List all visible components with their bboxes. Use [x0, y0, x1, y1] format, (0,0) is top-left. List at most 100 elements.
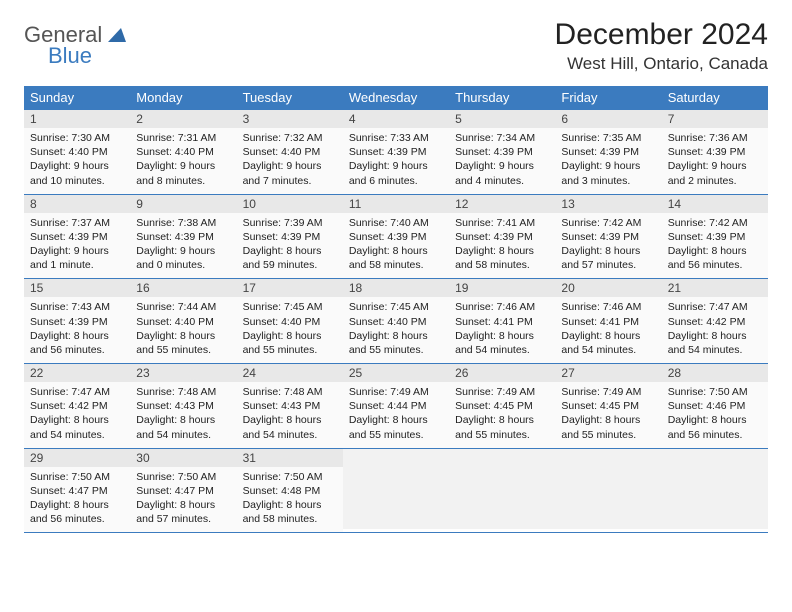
day-number: 13 — [555, 195, 661, 213]
day-sunset: Sunset: 4:45 PM — [455, 399, 549, 413]
calendar-table: SundayMondayTuesdayWednesdayThursdayFrid… — [24, 86, 768, 533]
day-sunset: Sunset: 4:40 PM — [349, 315, 443, 329]
day-cell: 19Sunrise: 7:46 AMSunset: 4:41 PMDayligh… — [449, 279, 555, 364]
daybody-empty — [343, 467, 449, 529]
day-cell: 17Sunrise: 7:45 AMSunset: 4:40 PMDayligh… — [237, 279, 343, 364]
day-sunrise: Sunrise: 7:39 AM — [243, 216, 337, 230]
day-header-row: SundayMondayTuesdayWednesdayThursdayFrid… — [24, 86, 768, 110]
day-daylight: Daylight: 9 hours and 6 minutes. — [349, 159, 443, 187]
day-body: Sunrise: 7:50 AMSunset: 4:47 PMDaylight:… — [130, 467, 236, 533]
day-sunset: Sunset: 4:39 PM — [561, 145, 655, 159]
day-daylight: Daylight: 8 hours and 55 minutes. — [243, 329, 337, 357]
day-sunrise: Sunrise: 7:48 AM — [243, 385, 337, 399]
day-sunset: Sunset: 4:45 PM — [561, 399, 655, 413]
day-body: Sunrise: 7:48 AMSunset: 4:43 PMDaylight:… — [237, 382, 343, 448]
day-body: Sunrise: 7:41 AMSunset: 4:39 PMDaylight:… — [449, 213, 555, 279]
day-body: Sunrise: 7:35 AMSunset: 4:39 PMDaylight:… — [555, 128, 661, 194]
day-daylight: Daylight: 8 hours and 54 minutes. — [243, 413, 337, 441]
day-cell: 29Sunrise: 7:50 AMSunset: 4:47 PMDayligh… — [24, 448, 130, 533]
logo-text-block: General Blue — [24, 24, 126, 67]
day-cell: 20Sunrise: 7:46 AMSunset: 4:41 PMDayligh… — [555, 279, 661, 364]
day-body: Sunrise: 7:49 AMSunset: 4:44 PMDaylight:… — [343, 382, 449, 448]
day-number: 12 — [449, 195, 555, 213]
day-sunrise: Sunrise: 7:47 AM — [668, 300, 762, 314]
day-cell: 1Sunrise: 7:30 AMSunset: 4:40 PMDaylight… — [24, 110, 130, 195]
day-daylight: Daylight: 8 hours and 58 minutes. — [243, 498, 337, 526]
day-sunrise: Sunrise: 7:34 AM — [455, 131, 549, 145]
day-cell: 14Sunrise: 7:42 AMSunset: 4:39 PMDayligh… — [662, 194, 768, 279]
day-sunrise: Sunrise: 7:50 AM — [136, 470, 230, 484]
day-cell: 26Sunrise: 7:49 AMSunset: 4:45 PMDayligh… — [449, 364, 555, 449]
daynum-empty — [662, 449, 768, 467]
day-cell: 4Sunrise: 7:33 AMSunset: 4:39 PMDaylight… — [343, 110, 449, 195]
day-sunrise: Sunrise: 7:30 AM — [30, 131, 124, 145]
logo-triangle-icon — [108, 28, 126, 47]
day-header: Monday — [130, 86, 236, 110]
day-daylight: Daylight: 8 hours and 57 minutes. — [561, 244, 655, 272]
day-body: Sunrise: 7:42 AMSunset: 4:39 PMDaylight:… — [555, 213, 661, 279]
day-daylight: Daylight: 8 hours and 56 minutes. — [668, 413, 762, 441]
day-number: 6 — [555, 110, 661, 128]
day-number: 28 — [662, 364, 768, 382]
day-number: 18 — [343, 279, 449, 297]
day-cell: 27Sunrise: 7:49 AMSunset: 4:45 PMDayligh… — [555, 364, 661, 449]
week-row: 29Sunrise: 7:50 AMSunset: 4:47 PMDayligh… — [24, 448, 768, 533]
day-sunset: Sunset: 4:39 PM — [136, 230, 230, 244]
day-daylight: Daylight: 8 hours and 55 minutes. — [455, 413, 549, 441]
day-sunset: Sunset: 4:41 PM — [455, 315, 549, 329]
day-cell: 18Sunrise: 7:45 AMSunset: 4:40 PMDayligh… — [343, 279, 449, 364]
day-number: 2 — [130, 110, 236, 128]
day-sunset: Sunset: 4:39 PM — [668, 230, 762, 244]
day-number: 5 — [449, 110, 555, 128]
day-cell — [555, 448, 661, 533]
day-body: Sunrise: 7:32 AMSunset: 4:40 PMDaylight:… — [237, 128, 343, 194]
day-sunset: Sunset: 4:40 PM — [136, 145, 230, 159]
week-row: 22Sunrise: 7:47 AMSunset: 4:42 PMDayligh… — [24, 364, 768, 449]
day-sunrise: Sunrise: 7:33 AM — [349, 131, 443, 145]
day-sunset: Sunset: 4:39 PM — [30, 230, 124, 244]
day-number: 14 — [662, 195, 768, 213]
day-body: Sunrise: 7:46 AMSunset: 4:41 PMDaylight:… — [449, 297, 555, 363]
day-sunrise: Sunrise: 7:47 AM — [30, 385, 124, 399]
day-sunrise: Sunrise: 7:38 AM — [136, 216, 230, 230]
day-body: Sunrise: 7:48 AMSunset: 4:43 PMDaylight:… — [130, 382, 236, 448]
day-sunrise: Sunrise: 7:36 AM — [668, 131, 762, 145]
day-header: Tuesday — [237, 86, 343, 110]
day-cell: 10Sunrise: 7:39 AMSunset: 4:39 PMDayligh… — [237, 194, 343, 279]
day-body: Sunrise: 7:49 AMSunset: 4:45 PMDaylight:… — [449, 382, 555, 448]
day-cell: 9Sunrise: 7:38 AMSunset: 4:39 PMDaylight… — [130, 194, 236, 279]
day-cell: 31Sunrise: 7:50 AMSunset: 4:48 PMDayligh… — [237, 448, 343, 533]
day-number: 21 — [662, 279, 768, 297]
daynum-empty — [343, 449, 449, 467]
day-body: Sunrise: 7:42 AMSunset: 4:39 PMDaylight:… — [662, 213, 768, 279]
day-daylight: Daylight: 8 hours and 54 minutes. — [455, 329, 549, 357]
day-body: Sunrise: 7:37 AMSunset: 4:39 PMDaylight:… — [24, 213, 130, 279]
day-body: Sunrise: 7:43 AMSunset: 4:39 PMDaylight:… — [24, 297, 130, 363]
day-header: Thursday — [449, 86, 555, 110]
day-sunrise: Sunrise: 7:31 AM — [136, 131, 230, 145]
day-cell: 13Sunrise: 7:42 AMSunset: 4:39 PMDayligh… — [555, 194, 661, 279]
day-daylight: Daylight: 9 hours and 1 minute. — [30, 244, 124, 272]
day-cell: 30Sunrise: 7:50 AMSunset: 4:47 PMDayligh… — [130, 448, 236, 533]
day-sunset: Sunset: 4:39 PM — [243, 230, 337, 244]
day-body: Sunrise: 7:44 AMSunset: 4:40 PMDaylight:… — [130, 297, 236, 363]
day-cell: 2Sunrise: 7:31 AMSunset: 4:40 PMDaylight… — [130, 110, 236, 195]
location-text: West Hill, Ontario, Canada — [555, 54, 768, 74]
week-row: 8Sunrise: 7:37 AMSunset: 4:39 PMDaylight… — [24, 194, 768, 279]
day-sunset: Sunset: 4:46 PM — [668, 399, 762, 413]
day-daylight: Daylight: 8 hours and 56 minutes. — [30, 329, 124, 357]
day-cell — [449, 448, 555, 533]
day-cell: 28Sunrise: 7:50 AMSunset: 4:46 PMDayligh… — [662, 364, 768, 449]
day-body: Sunrise: 7:50 AMSunset: 4:48 PMDaylight:… — [237, 467, 343, 533]
day-number: 4 — [343, 110, 449, 128]
day-cell: 3Sunrise: 7:32 AMSunset: 4:40 PMDaylight… — [237, 110, 343, 195]
page-header: General Blue December 2024 West Hill, On… — [24, 18, 768, 74]
day-daylight: Daylight: 9 hours and 4 minutes. — [455, 159, 549, 187]
day-body: Sunrise: 7:31 AMSunset: 4:40 PMDaylight:… — [130, 128, 236, 194]
day-sunset: Sunset: 4:43 PM — [243, 399, 337, 413]
calendar-head: SundayMondayTuesdayWednesdayThursdayFrid… — [24, 86, 768, 110]
day-sunset: Sunset: 4:39 PM — [455, 145, 549, 159]
day-cell: 22Sunrise: 7:47 AMSunset: 4:42 PMDayligh… — [24, 364, 130, 449]
day-body: Sunrise: 7:47 AMSunset: 4:42 PMDaylight:… — [662, 297, 768, 363]
day-number: 17 — [237, 279, 343, 297]
